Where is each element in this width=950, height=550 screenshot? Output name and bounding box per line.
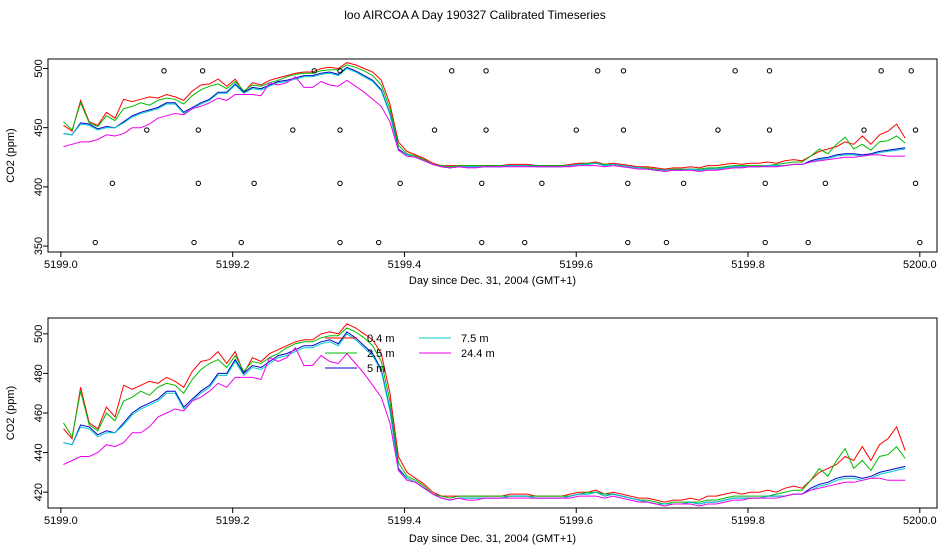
- calibration-point: [805, 239, 811, 246]
- legend-label: 5 m: [367, 363, 385, 375]
- calibration-point: [573, 127, 579, 133]
- calibration-point: [311, 68, 317, 74]
- x-tick-label: 5199.8: [731, 259, 765, 271]
- chart-title: loo AIRCOA A Day 190327 Calibrated Times…: [344, 8, 606, 22]
- calibration-point: [539, 180, 545, 187]
- y-tick-label: 440: [33, 443, 45, 461]
- calibration-point: [109, 180, 116, 187]
- x-tick-label: 5199.8: [731, 515, 765, 527]
- calibration-point: [337, 180, 343, 187]
- calibration-point: [917, 239, 923, 246]
- y-tick-label: 450: [33, 118, 45, 136]
- calibration-point: [715, 127, 721, 133]
- y-axis-label: CO2 (ppm): [5, 128, 17, 182]
- x-tick-label: 5199.0: [44, 259, 78, 271]
- calibration-point: [625, 180, 631, 187]
- y-axis-label: CO2 (ppm): [5, 386, 17, 440]
- series-line-2-5-m: [63, 327, 906, 505]
- y-tick-label: 350: [33, 237, 45, 255]
- series-line-7-5-m: [63, 67, 906, 171]
- calibration-point: [766, 127, 773, 133]
- calibration-point: [199, 68, 206, 74]
- calibration-point: [762, 239, 768, 246]
- x-tick-label: 5200.0: [903, 259, 937, 271]
- calibration-panel: 5199.0 5199.2 5199.4 5199.6 5199.8 5200.0 350 4…: [5, 58, 938, 287]
- calibration-point: [191, 239, 197, 246]
- legend-label: 7.5 m: [461, 333, 489, 345]
- plot-frame: [47, 58, 938, 253]
- calibration-point: [766, 68, 773, 74]
- calibration-point: [92, 239, 98, 246]
- series-line-5-m: [63, 66, 906, 171]
- y-tick-label: 420: [33, 483, 45, 501]
- calibration-point: [483, 68, 489, 74]
- calibration-point: [663, 239, 670, 246]
- x-tick-label: 5200.0: [903, 515, 937, 527]
- legend: 0.4 m 2.5 m 5 m 7.5 m 24.4 m: [325, 333, 495, 375]
- timeseries-panel: 5199.0 5199.2 5199.4 5199.6 5199.8 5200.0 420 4…: [5, 317, 938, 545]
- series-line-24-4-m: [63, 346, 906, 507]
- calibration-point: [397, 180, 403, 187]
- calibration-point: [595, 68, 601, 74]
- calibration-point: [195, 127, 202, 133]
- calibration-point: [680, 180, 687, 187]
- x-tick-label: 5199.6: [559, 259, 593, 271]
- legend-label: 0.4 m: [367, 333, 395, 345]
- series-group: [63, 323, 906, 507]
- y-tick-label: 500: [33, 325, 45, 343]
- calibration-point: [375, 239, 382, 246]
- calibration-point: [912, 127, 919, 133]
- x-tick-label: 5199.4: [388, 515, 422, 527]
- y-tick-label: 460: [33, 404, 45, 422]
- series-line-2-5-m: [63, 64, 906, 171]
- calibration-point: [483, 127, 489, 133]
- calibration-point: [762, 180, 768, 187]
- calibration-point: [732, 68, 738, 74]
- x-tick-label: 5199.4: [388, 259, 422, 271]
- calibration-point: [620, 68, 627, 74]
- calibration-point: [479, 180, 485, 187]
- calibration-point: [144, 127, 150, 133]
- calibration-point: [337, 127, 343, 133]
- y-tick-label: 500: [33, 59, 45, 77]
- calibration-point: [822, 180, 829, 187]
- calibration-point: [878, 68, 884, 74]
- x-tick-label: 5199.2: [216, 259, 250, 271]
- calibration-point: [861, 127, 867, 133]
- y-tick-label: 400: [33, 178, 45, 196]
- calibration-point: [238, 239, 244, 246]
- legend-label: 24.4 m: [461, 348, 495, 360]
- calibration-point: [912, 180, 919, 187]
- calibration-point: [337, 239, 343, 246]
- x-tick-label: 5199.0: [44, 515, 78, 527]
- series-group: [63, 62, 906, 173]
- calibration-point: [431, 127, 438, 133]
- legend-label: 2.5 m: [367, 348, 395, 360]
- series-line-0-4-m: [63, 62, 906, 170]
- calibration-point: [337, 68, 343, 74]
- calibration-point: [449, 68, 455, 74]
- calibration-point: [479, 239, 485, 246]
- calibration-point: [625, 239, 631, 246]
- calibration-point: [290, 127, 296, 133]
- calibration-point: [522, 239, 528, 246]
- calibration-point: [908, 68, 914, 74]
- x-tick-label: 5199.6: [559, 515, 593, 527]
- series-line-24-4-m: [63, 76, 906, 173]
- calibration-point: [161, 68, 167, 74]
- plot-frame: [47, 317, 938, 509]
- x-axis-label: Day since Dec. 31, 2004 (GMT+1): [409, 533, 576, 545]
- x-tick-label: 5199.2: [216, 515, 250, 527]
- calibration-point: [620, 127, 627, 133]
- calibration-point: [251, 180, 257, 187]
- y-tick-label: 480: [33, 364, 45, 382]
- x-axis-label: Day since Dec. 31, 2004 (GMT+1): [409, 275, 576, 287]
- calibration-point: [195, 180, 202, 187]
